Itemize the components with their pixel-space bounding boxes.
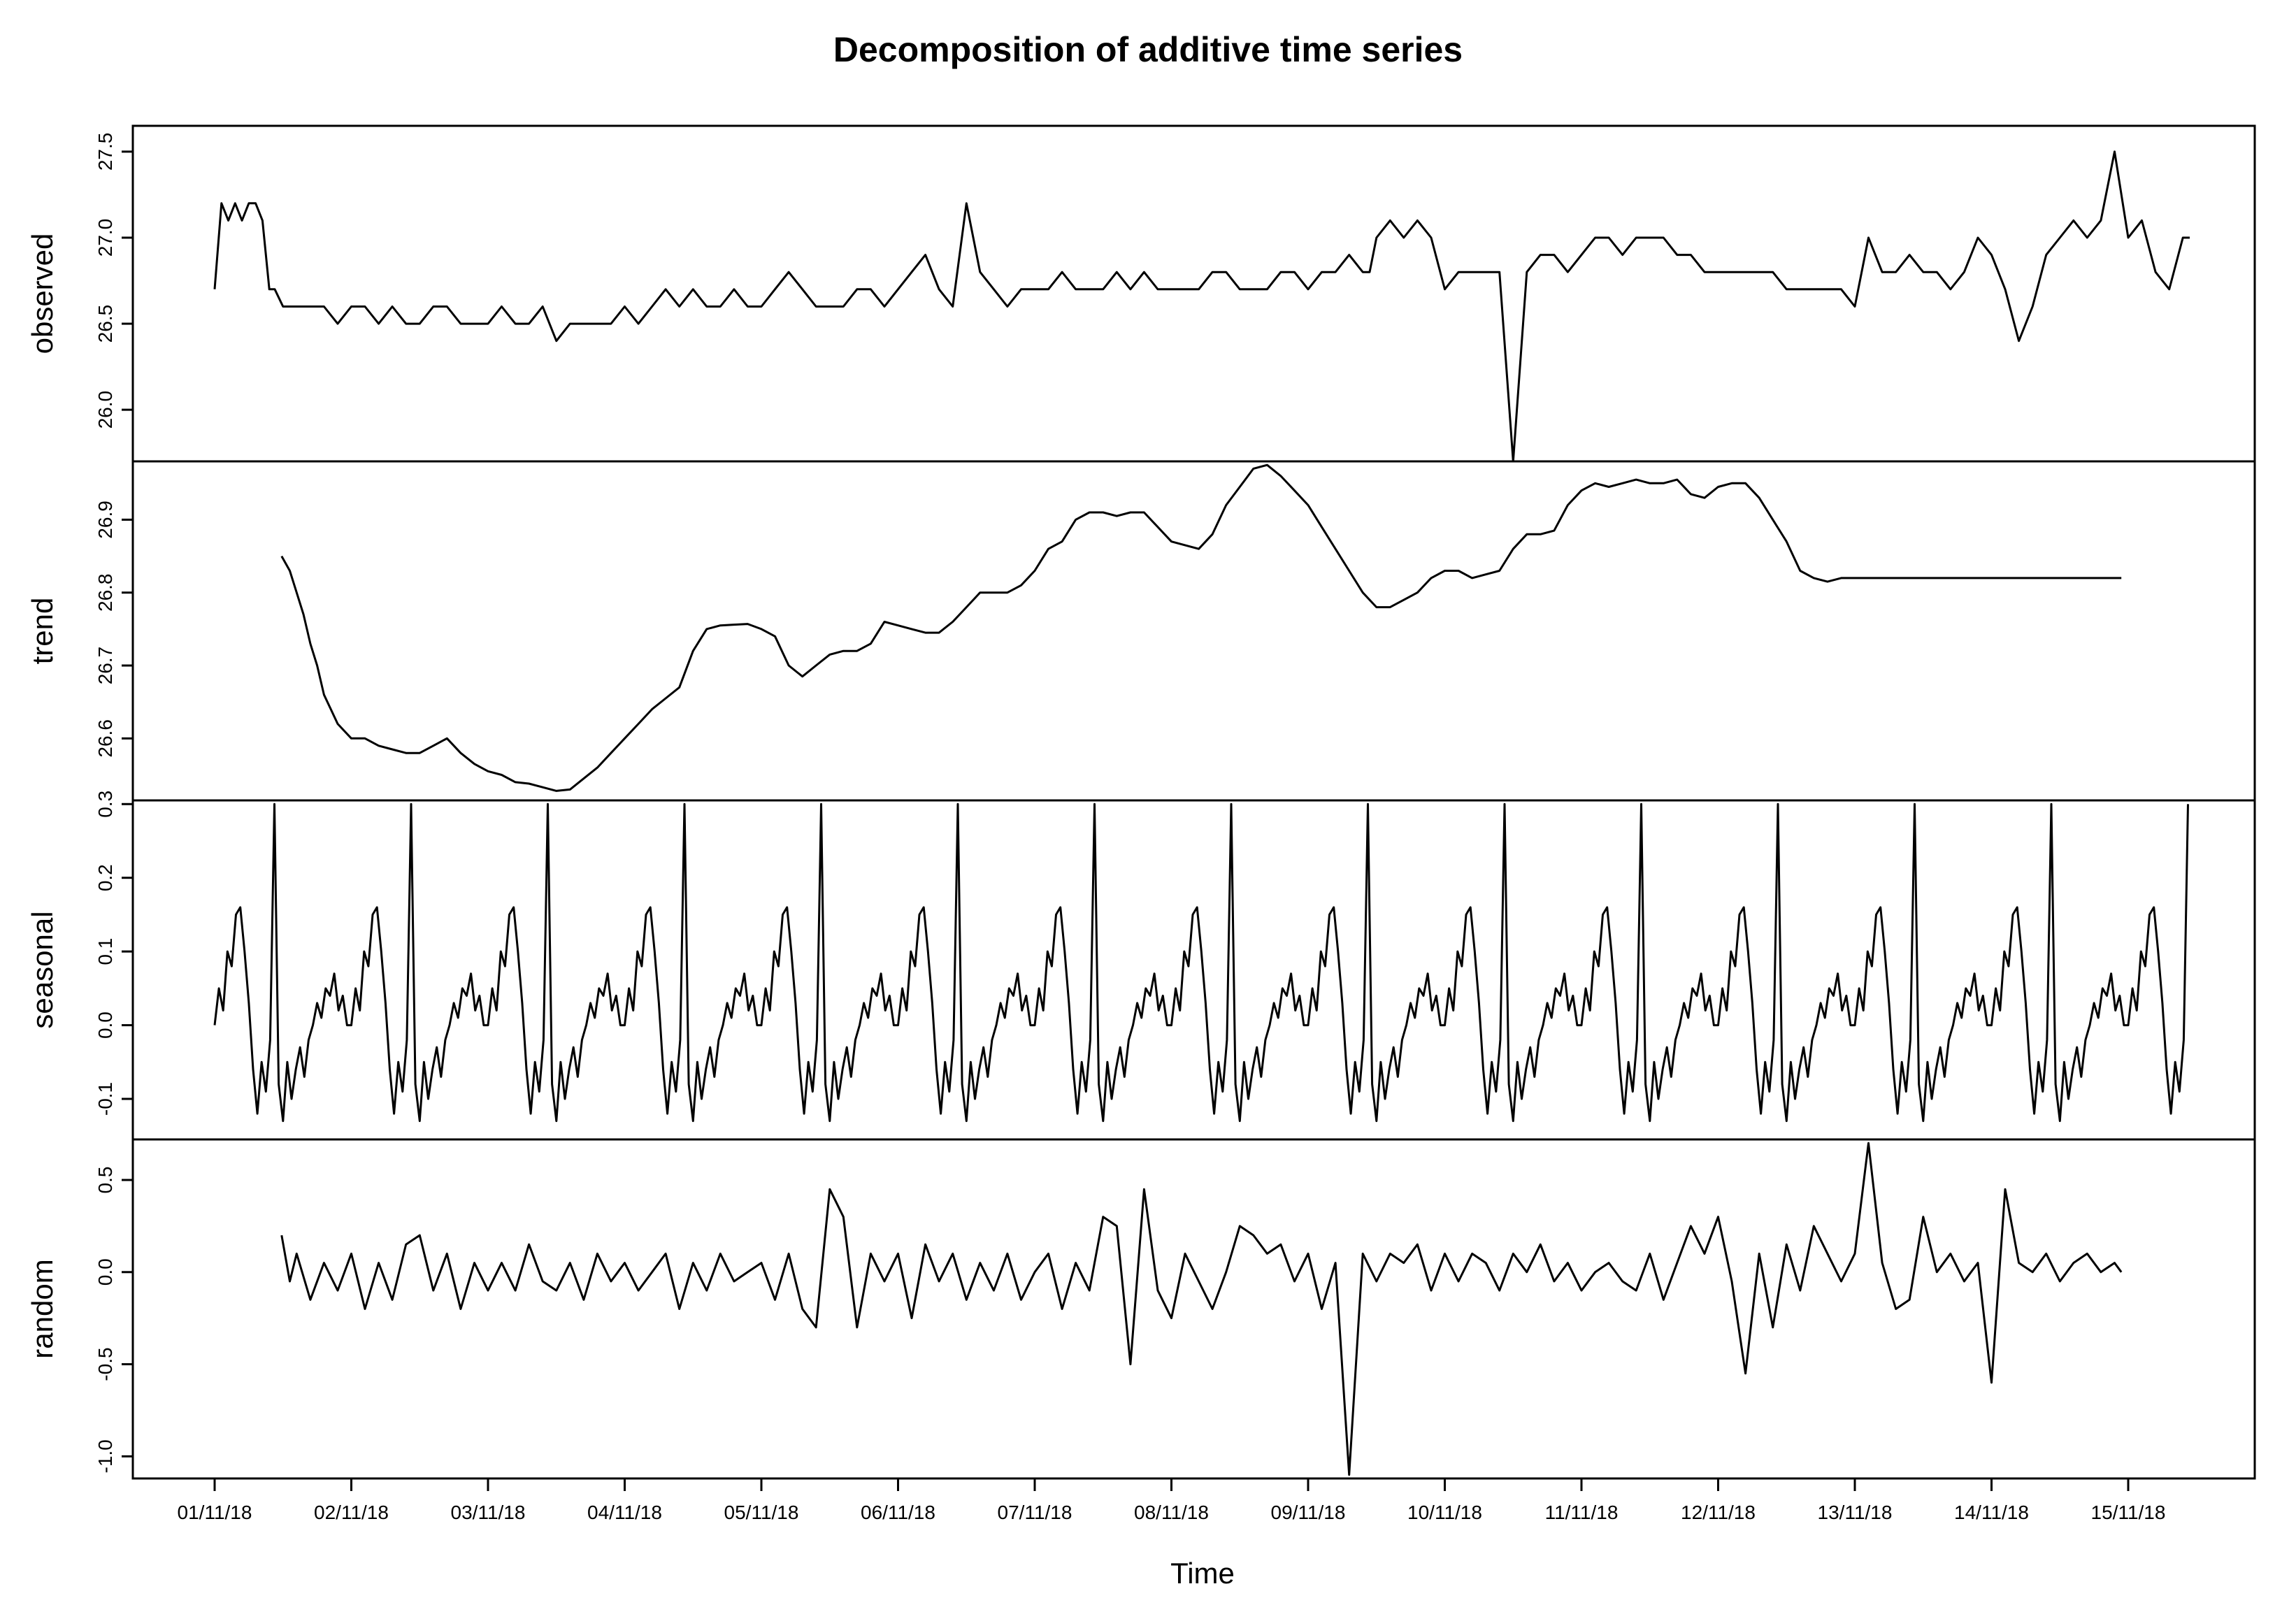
seasonal-ytick-label: 0.1	[94, 938, 116, 965]
x-tick-label: 02/11/18	[314, 1502, 389, 1523]
seasonal-ytick-label: 0.2	[94, 864, 116, 891]
seasonal-ytick-label: 0.0	[94, 1012, 116, 1039]
observed-ytick-label: 27.0	[94, 219, 116, 257]
x-tick-label: 05/11/18	[724, 1502, 799, 1523]
observed-series-line	[213, 150, 2190, 463]
x-tick-label: 07/11/18	[998, 1502, 1072, 1523]
observed-ytick-label: 26.0	[94, 391, 116, 429]
trend-ytick-label: 26.9	[94, 501, 116, 539]
seasonal-y-label: seasonal	[26, 911, 59, 1028]
x-tick-label: 14/11/18	[1954, 1502, 2029, 1523]
x-tick-label: 11/11/18	[1545, 1502, 1619, 1523]
trend-ytick-label: 26.8	[94, 573, 116, 612]
random-ytick-label: 0.0	[94, 1258, 116, 1286]
observed-y-label: observed	[26, 233, 59, 354]
random-ytick-label: -0.5	[94, 1347, 116, 1381]
x-tick-label: 10/11/18	[1407, 1502, 1482, 1523]
seasonal-frame	[131, 799, 2256, 1141]
panel-trend: 26.6 26.7 26.8 26.9 trend	[26, 460, 2256, 802]
observed-ytick-label: 26.5	[94, 305, 116, 343]
x-tick-label: 06/11/18	[861, 1502, 935, 1523]
x-tick-label: 04/11/18	[587, 1502, 662, 1523]
random-frame	[131, 1138, 2256, 1480]
observed-ytick-label: 27.5	[94, 133, 116, 171]
random-ytick-label: 0.5	[94, 1167, 116, 1194]
trend-ytick-label: 26.7	[94, 647, 116, 685]
observed-frame	[131, 124, 2256, 463]
seasonal-series-line	[213, 802, 2189, 1123]
random-ytick-label: -1.0	[94, 1439, 116, 1473]
x-tick-label: 09/11/18	[1271, 1502, 1346, 1523]
chart-title: Decomposition of additive time series	[833, 30, 1463, 69]
trend-ytick-label: 26.6	[94, 719, 116, 758]
x-tick-label: 03/11/18	[451, 1502, 526, 1523]
x-tick-label: 15/11/18	[2091, 1502, 2166, 1523]
trend-frame	[131, 460, 2256, 802]
x-tick-label: 13/11/18	[1818, 1502, 1893, 1523]
trend-series-line	[280, 463, 2122, 792]
random-series-line	[280, 1142, 2123, 1476]
x-tick-label: 12/11/18	[1681, 1502, 1756, 1523]
trend-y-label: trend	[26, 598, 59, 665]
seasonal-ytick-label: 0.3	[94, 791, 116, 818]
x-axis: 01/11/18 02/11/18 03/11/18 04/11/18 05/11/18…	[178, 1477, 2166, 1523]
x-tick-label: 01/11/18	[178, 1502, 252, 1523]
random-y-label: random	[26, 1259, 59, 1358]
panel-seasonal: -0.1 0.0 0.1 0.2 0.3 seasonal	[26, 791, 2256, 1141]
x-axis-label: Time	[1170, 1557, 1235, 1590]
panel-random: -1.0 -0.5 0.0 0.5 random	[26, 1138, 2256, 1480]
seasonal-ytick-label: -0.1	[94, 1082, 116, 1116]
x-tick-label: 08/11/18	[1134, 1502, 1209, 1523]
panels-group: 26.0 26.5 27.0 27.5 observed 26.6 26.7 26.8 26.9…	[26, 124, 2256, 1480]
panel-observed: 26.0 26.5 27.0 27.5 observed	[26, 124, 2256, 463]
